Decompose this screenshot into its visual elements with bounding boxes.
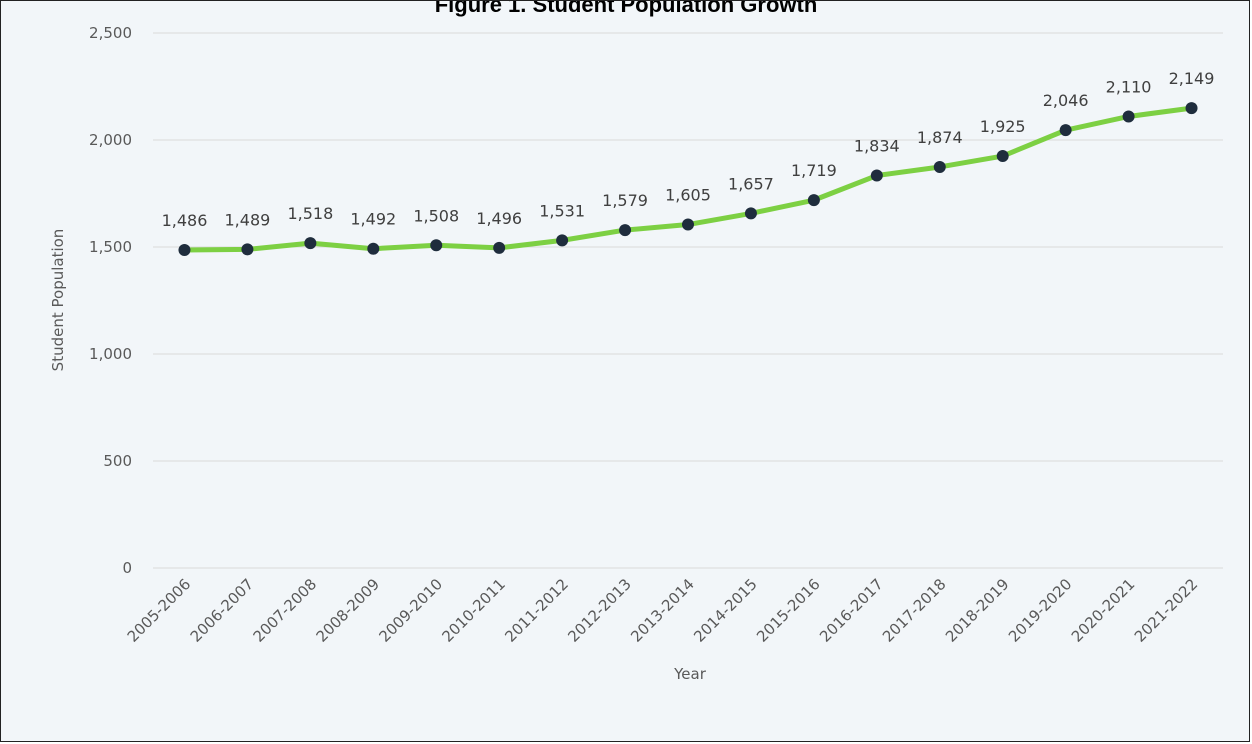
x-tick-label: 2011-2012: [501, 575, 572, 646]
y-tick-label: 1,000: [89, 345, 132, 363]
data-point: [1059, 124, 1072, 137]
data-label: 1,657: [728, 174, 774, 193]
x-tick-label: 2020-2021: [1068, 575, 1139, 646]
data-point: [870, 169, 883, 182]
data-point: [1122, 110, 1135, 123]
data-label: 2,046: [1043, 91, 1089, 110]
x-tick-label: 2015-2016: [753, 575, 824, 646]
data-point: [807, 194, 820, 207]
y-tick-label: 2,000: [89, 131, 132, 149]
x-tick-label: 2017-2018: [879, 575, 950, 646]
x-tick-label: 2014-2015: [690, 575, 761, 646]
data-label: 1,489: [225, 210, 271, 229]
data-label: 1,579: [602, 191, 648, 210]
data-label: 1,486: [162, 211, 208, 230]
data-point: [744, 207, 757, 220]
x-tick-label: 2021-2022: [1131, 575, 1202, 646]
x-tick-label: 2019-2020: [1005, 575, 1076, 646]
data-label: 1,492: [350, 210, 396, 229]
x-tick-label: 2010-2011: [438, 575, 509, 646]
data-label: 2,149: [1169, 69, 1215, 88]
chart-title: Figure 1. Student Population Growth: [434, 0, 818, 17]
data-point: [367, 242, 380, 255]
data-label: 1,719: [791, 161, 837, 180]
y-tick-label: 2,500: [89, 24, 132, 42]
data-point: [556, 234, 569, 247]
y-tick-label: 500: [103, 452, 132, 470]
data-point: [619, 224, 632, 237]
x-tick-label: 2008-2009: [313, 575, 384, 646]
y-axis-title: Student Population: [49, 229, 67, 372]
x-tick-label: 2009-2010: [376, 575, 447, 646]
data-label: 1,496: [476, 209, 522, 228]
x-tick-label: 2013-2014: [627, 575, 698, 646]
data-label: 1,874: [917, 128, 963, 147]
data-label-group: 1,486 1,489 1,518 1,492 1,508 1,496 1,531 1,579…: [162, 69, 1215, 230]
x-axis-ticks: 2005-20062006-20072007-20082008-20092009…: [124, 575, 1202, 646]
x-tick-label: 2012-2013: [564, 575, 635, 646]
y-axis-ticks: 0 500 1,000 1,500 2,000 2,500: [89, 24, 132, 577]
gridlines: [153, 32, 1223, 569]
data-label: 1,925: [980, 117, 1026, 136]
data-label: 1,518: [287, 204, 333, 223]
x-tick-label: 2018-2019: [942, 575, 1013, 646]
data-point: [996, 150, 1009, 163]
y-tick-label: 1,500: [89, 238, 132, 256]
data-point: [682, 218, 694, 231]
data-label: 1,531: [539, 201, 585, 220]
y-tick-label: 0: [122, 559, 132, 577]
data-point: [304, 237, 317, 250]
x-tick-label: 2016-2017: [816, 575, 887, 646]
x-tick-label: 2005-2006: [124, 575, 195, 646]
data-label: 2,110: [1106, 77, 1152, 96]
data-point: [933, 160, 946, 173]
data-label: 1,508: [413, 206, 459, 225]
data-label: 1,605: [665, 186, 711, 205]
x-axis-title: Year: [673, 665, 707, 683]
data-label: 1,834: [854, 137, 900, 156]
data-point: [430, 239, 443, 252]
marker-group: [178, 102, 1198, 256]
data-point: [241, 243, 254, 256]
x-tick-label: 2006-2007: [187, 575, 258, 646]
data-point: [178, 243, 191, 256]
data-point: [1185, 102, 1198, 115]
x-tick-label: 2007-2008: [250, 575, 321, 646]
data-point: [493, 241, 506, 254]
